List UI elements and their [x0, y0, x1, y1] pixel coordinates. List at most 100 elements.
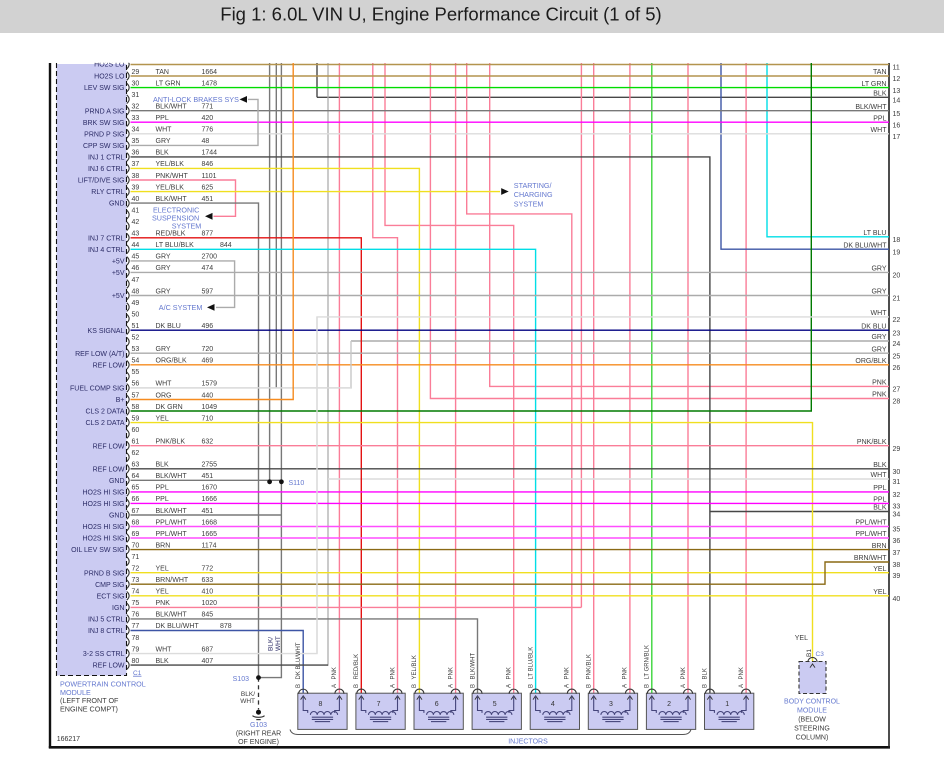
- svg-text:COLUMN): COLUMN): [796, 735, 829, 742]
- svg-text:43: 43: [132, 231, 140, 238]
- svg-text:PPL/WHT: PPL/WHT: [855, 531, 887, 538]
- svg-text:LT BLU/BLK: LT BLU/BLK: [528, 647, 534, 680]
- svg-text:60: 60: [132, 427, 140, 434]
- svg-text:YEL: YEL: [795, 635, 808, 642]
- svg-text:76: 76: [132, 612, 140, 619]
- svg-text:B: B: [354, 684, 360, 688]
- svg-text:80: 80: [132, 658, 140, 665]
- svg-text:YEL: YEL: [873, 566, 886, 573]
- svg-text:HO2S HI SIG: HO2S HI SIG: [82, 501, 124, 508]
- svg-text:MODULE: MODULE: [60, 688, 91, 697]
- svg-text:29: 29: [893, 446, 901, 453]
- svg-text:REF LOW (A/T): REF LOW (A/T): [75, 351, 124, 358]
- svg-text:PRND P SIG: PRND P SIG: [84, 131, 124, 138]
- svg-text:496: 496: [202, 323, 214, 330]
- svg-text:WHT: WHT: [156, 646, 173, 653]
- svg-text:451: 451: [202, 196, 214, 203]
- svg-text:LT BLU: LT BLU: [863, 230, 886, 237]
- svg-text:POWERTRAIN CONTROL: POWERTRAIN CONTROL: [60, 680, 146, 689]
- svg-text:GND: GND: [109, 201, 125, 208]
- svg-text:3-2 SS CTRL: 3-2 SS CTRL: [83, 651, 125, 658]
- svg-text:SUSPENSION: SUSPENSION: [152, 214, 199, 223]
- svg-text:59: 59: [132, 415, 140, 422]
- svg-text:B: B: [587, 684, 593, 688]
- svg-text:49: 49: [132, 300, 140, 307]
- svg-text:687: 687: [202, 646, 214, 653]
- svg-text:B+: B+: [116, 397, 125, 404]
- svg-text:PNK: PNK: [507, 667, 513, 679]
- svg-text:WHT: WHT: [156, 381, 173, 388]
- svg-text:GND: GND: [109, 478, 125, 485]
- svg-text:BRK SW SIG: BRK SW SIG: [83, 120, 125, 127]
- svg-text:13: 13: [893, 88, 901, 95]
- svg-text:REF LOW: REF LOW: [93, 443, 125, 450]
- svg-text:WHT: WHT: [275, 636, 282, 651]
- svg-text:776: 776: [202, 127, 214, 134]
- svg-text:DK BLU/WHT: DK BLU/WHT: [156, 623, 200, 630]
- svg-text:2: 2: [667, 701, 671, 708]
- svg-text:17: 17: [893, 134, 901, 141]
- svg-text:79: 79: [132, 646, 140, 653]
- svg-text:50: 50: [132, 311, 140, 318]
- svg-text:597: 597: [202, 288, 214, 295]
- svg-text:PNK: PNK: [872, 392, 887, 399]
- svg-text:B: B: [296, 684, 302, 688]
- svg-text:S103: S103: [233, 676, 249, 683]
- svg-text:BLK: BLK: [156, 658, 170, 665]
- svg-text:SYSTEM: SYSTEM: [172, 222, 202, 231]
- svg-text:33: 33: [893, 504, 901, 511]
- svg-text:INJ 1 CTRL: INJ 1 CTRL: [88, 155, 125, 162]
- svg-text:G103: G103: [250, 722, 267, 729]
- svg-text:27: 27: [893, 387, 901, 394]
- svg-text:BLK/: BLK/: [241, 691, 255, 698]
- svg-text:(BELOW: (BELOW: [798, 717, 826, 724]
- svg-text:4: 4: [551, 701, 555, 708]
- svg-text:GND: GND: [109, 513, 125, 520]
- svg-text:RED/BLK: RED/BLK: [156, 231, 186, 238]
- svg-text:PNK/BLK: PNK/BLK: [857, 439, 887, 446]
- svg-text:YEL: YEL: [156, 415, 169, 422]
- svg-text:A: A: [390, 684, 396, 688]
- svg-text:YEL/BLK: YEL/BLK: [156, 161, 185, 168]
- svg-text:PNK: PNK: [332, 667, 338, 679]
- svg-text:1670: 1670: [202, 485, 218, 492]
- svg-text:31: 31: [132, 92, 140, 99]
- svg-text:HO2S LO: HO2S LO: [94, 74, 125, 81]
- svg-text:37: 37: [132, 161, 140, 168]
- svg-text:PNK: PNK: [156, 600, 171, 607]
- svg-text:ECT SIG: ECT SIG: [97, 593, 125, 600]
- svg-text:LT GRN: LT GRN: [156, 80, 181, 87]
- svg-text:PNK: PNK: [739, 667, 745, 679]
- svg-text:RLY CTRL: RLY CTRL: [91, 189, 124, 196]
- svg-text:166217: 166217: [57, 736, 80, 743]
- svg-text:BLK: BLK: [873, 91, 887, 98]
- svg-text:48: 48: [202, 138, 210, 145]
- svg-text:WHT: WHT: [871, 127, 888, 134]
- svg-text:845: 845: [202, 612, 214, 619]
- svg-text:30: 30: [893, 469, 901, 476]
- svg-text:72: 72: [132, 566, 140, 573]
- svg-text:DK BLU: DK BLU: [861, 323, 886, 330]
- svg-text:+5V: +5V: [112, 270, 125, 277]
- svg-text:1668: 1668: [202, 519, 218, 526]
- svg-text:28: 28: [893, 399, 901, 406]
- svg-text:REF LOW: REF LOW: [93, 362, 125, 369]
- svg-text:71: 71: [132, 554, 140, 561]
- svg-text:32: 32: [893, 492, 901, 499]
- svg-text:PRND B SIG: PRND B SIG: [84, 570, 124, 577]
- svg-text:440: 440: [202, 392, 214, 399]
- svg-text:B: B: [703, 684, 709, 688]
- svg-text:GRY: GRY: [156, 254, 171, 261]
- svg-text:PNK/BLK: PNK/BLK: [156, 439, 186, 446]
- svg-text:52: 52: [132, 335, 140, 342]
- svg-text:40: 40: [893, 596, 901, 603]
- svg-text:410: 410: [202, 589, 214, 596]
- svg-text:TAN: TAN: [873, 69, 886, 76]
- svg-text:20: 20: [893, 273, 901, 280]
- svg-text:WHT: WHT: [871, 472, 888, 479]
- svg-text:1665: 1665: [202, 531, 218, 538]
- svg-text:(RIGHT REAR: (RIGHT REAR: [236, 731, 281, 738]
- svg-text:PPL/WHT: PPL/WHT: [156, 531, 188, 538]
- svg-text:(LEFT FRONT OF: (LEFT FRONT OF: [60, 696, 119, 705]
- svg-text:69: 69: [132, 531, 140, 538]
